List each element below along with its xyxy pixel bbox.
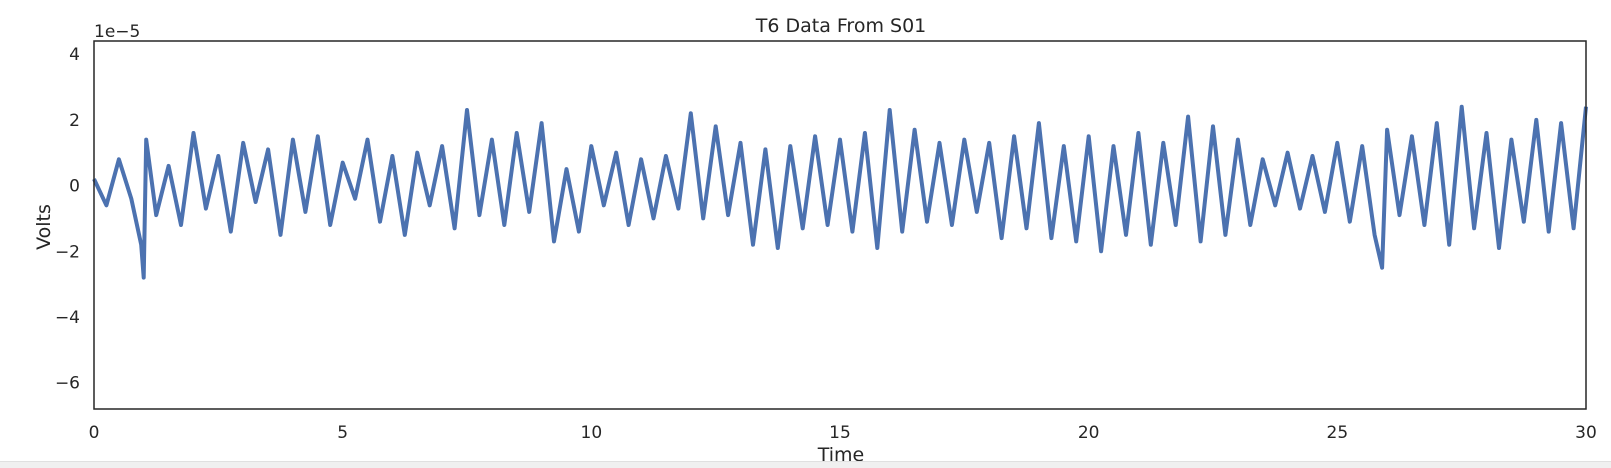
plot-frame <box>93 40 1587 410</box>
x-tick-label: 30 <box>1575 423 1597 443</box>
x-tick-label: 5 <box>337 423 348 443</box>
y-axis: 4 2 0 −2 −4 −6 <box>55 45 80 394</box>
chart-title: T6 Data From S01 <box>755 15 927 37</box>
y-offset-label: 1e−5 <box>94 22 140 42</box>
x-tick-label: 10 <box>581 423 603 443</box>
window-bottom-edge <box>0 461 1611 468</box>
x-tick-label: 0 <box>89 423 100 443</box>
y-tick-label: −2 <box>55 242 80 262</box>
x-axis: 0 5 10 15 20 25 30 <box>89 423 1597 443</box>
plot-area <box>92 40 1588 410</box>
y-tick-label: 2 <box>69 111 80 131</box>
x-tick-label: 20 <box>1078 423 1100 443</box>
y-tick-label: 0 <box>69 177 80 197</box>
y-tick-label: −6 <box>55 374 80 394</box>
y-axis-title: Volts <box>33 204 55 250</box>
x-tick-label: 15 <box>829 423 851 443</box>
x-tick-label: 25 <box>1327 423 1349 443</box>
x-axis-title: Time <box>817 444 865 461</box>
y-tick-label: 4 <box>69 45 80 65</box>
series-line-0 <box>92 104 1588 280</box>
y-tick-label: −4 <box>55 308 80 328</box>
